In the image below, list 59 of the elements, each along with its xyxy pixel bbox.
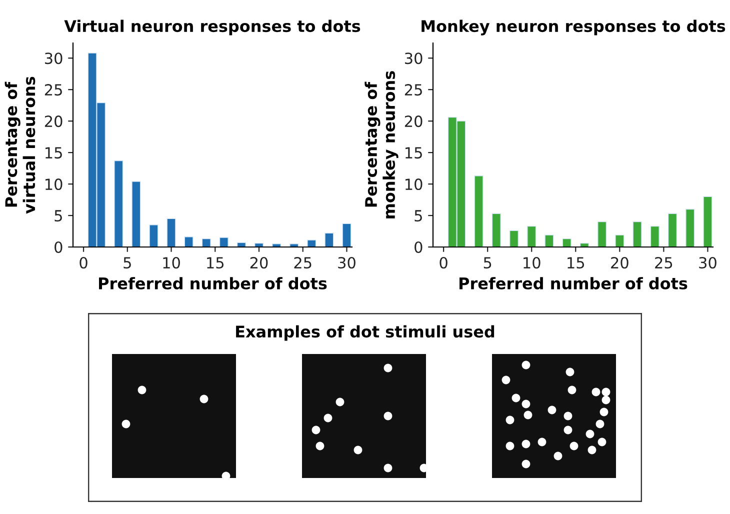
bar xyxy=(184,236,194,247)
bar xyxy=(598,221,607,247)
bar xyxy=(324,232,334,247)
x-tick-label: 5 xyxy=(124,257,131,269)
y-tick-label: 0 xyxy=(54,241,62,254)
bar xyxy=(219,237,228,247)
text: Examples of dot stimuli used xyxy=(236,325,494,341)
x-tick-label: 15 xyxy=(568,257,584,269)
bar xyxy=(632,221,642,247)
x-tick-label: 5 xyxy=(484,257,492,269)
bar xyxy=(236,242,246,247)
bar xyxy=(668,213,678,247)
bar xyxy=(527,226,536,247)
y-tick-label: 20 xyxy=(404,116,422,128)
bar xyxy=(474,176,484,247)
x-tick-label: 0 xyxy=(80,256,88,269)
y-tick-label: 10 xyxy=(46,178,62,190)
y-axis-title: Percentage of monkey neurons xyxy=(364,71,398,218)
y-tick-label: 30 xyxy=(405,52,422,64)
y-tick-label: 0 xyxy=(414,241,422,254)
chart-title: Virtual neuron responses to dots xyxy=(64,20,360,36)
x-tick-label: 30 xyxy=(699,256,716,269)
y-tick-label: 30 xyxy=(45,52,62,64)
y-tick-label: 15 xyxy=(46,147,62,159)
y-tick-label: 20 xyxy=(44,116,62,128)
bar xyxy=(149,224,158,247)
bar xyxy=(132,181,141,247)
bar xyxy=(686,208,695,247)
bar xyxy=(562,238,572,247)
y-tick-label: 25 xyxy=(404,84,422,96)
bar xyxy=(492,213,501,247)
x-tick-label: 25 xyxy=(655,256,672,269)
bar xyxy=(509,230,519,247)
bar xyxy=(544,234,554,247)
y-tick-label: 15 xyxy=(406,147,422,159)
x-tick-label: 0 xyxy=(440,256,448,269)
bar xyxy=(615,234,624,247)
y-tick-label: 5 xyxy=(414,210,422,222)
bar xyxy=(703,196,712,247)
x-tick-label: 20 xyxy=(250,256,268,269)
chart-title: Monkey neuron responses to dots xyxy=(422,20,726,36)
x-axis-title: Preferred number of dots xyxy=(460,277,688,290)
bar xyxy=(166,218,176,247)
x-tick-label: 30 xyxy=(338,256,356,269)
bar xyxy=(202,238,211,247)
x-tick-label: 15 xyxy=(207,257,224,269)
x-tick-label: 25 xyxy=(294,256,312,269)
y-axis-title: Percentage of virtual neurons xyxy=(4,76,36,214)
y-tick-label: 25 xyxy=(44,84,62,96)
bar xyxy=(307,240,316,247)
bar xyxy=(342,223,352,247)
x-tick-label: 20 xyxy=(611,256,628,269)
y-tick-label: 10 xyxy=(406,178,422,190)
y-tick-label: 5 xyxy=(54,210,62,222)
bar xyxy=(114,160,124,247)
x-tick-label: 10 xyxy=(524,256,540,269)
x-axis-title: Preferred number of dots xyxy=(99,277,327,290)
bar xyxy=(650,226,660,247)
x-tick-label: 10 xyxy=(163,256,180,269)
